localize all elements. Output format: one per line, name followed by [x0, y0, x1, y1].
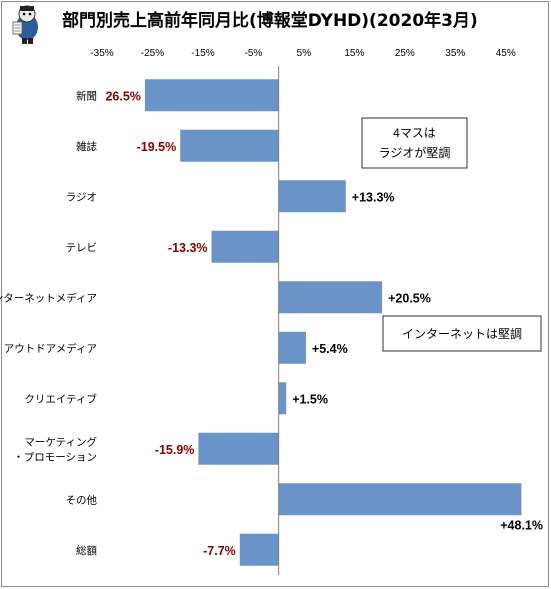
data-label: +20.5%: [388, 291, 431, 305]
bar: [180, 129, 279, 162]
bars: [144, 79, 522, 566]
x-tick-label: 15%: [344, 48, 364, 59]
category-label: インターネットメディア: [0, 291, 97, 304]
category-label: テレビ: [66, 242, 98, 254]
annotation-box-4mass: 4マスは ラジオが堅調: [361, 117, 468, 169]
x-tick-label: -5%: [245, 48, 263, 59]
x-tick-label: -35%: [90, 48, 113, 59]
data-label: 26.5%: [105, 89, 140, 103]
bar: [278, 483, 522, 516]
data-label: -13.3%: [168, 241, 208, 255]
x-tick-label: 45%: [496, 48, 516, 59]
x-axis-ticks: -35% -25% -15% -5% 5% 15% 25% 35% 45%: [90, 48, 516, 59]
x-tick-label: -15%: [191, 48, 214, 59]
data-label: +1.5%: [292, 392, 328, 406]
data-labels: 26.5% -19.5% +13.3% -13.3% +20.5% +5.4% +1.5% -…: [105, 89, 543, 558]
x-tick-label: 5%: [297, 48, 312, 59]
data-label: -15.9%: [155, 443, 195, 457]
category-label: 総額: [76, 544, 97, 557]
bar: [239, 533, 279, 566]
bar: [278, 281, 383, 314]
data-label: +13.3%: [352, 190, 395, 204]
chart-title: 部門別売上高前年同月比(博報堂DYHD)(2020年3月): [62, 10, 478, 31]
bar: [278, 382, 287, 415]
category-labels: 新聞雑誌ラジオテレビインターネットメディアアウトドアメディアクリエイティブマーケ…: [0, 89, 97, 557]
category-label: ・プロモーション: [13, 451, 97, 463]
bar: [211, 230, 279, 263]
category-label: クリエイティブ: [24, 392, 97, 405]
category-label: マーケティング: [24, 435, 97, 448]
bar: [278, 180, 346, 213]
x-tick-label: 35%: [445, 48, 465, 59]
bar: [198, 432, 279, 465]
category-label: 雑誌: [76, 140, 97, 153]
annotation-4mass-line1: 4マスは: [393, 126, 436, 140]
x-tick-label: -25%: [141, 48, 164, 59]
category-label: 新聞: [76, 89, 97, 102]
data-label: -7.7%: [203, 544, 236, 558]
data-label: +48.1%: [500, 518, 543, 532]
data-label: -19.5%: [137, 140, 177, 154]
annotation-4mass-line2: ラジオが堅調: [379, 145, 451, 160]
category-label: その他: [66, 493, 98, 506]
bar: [278, 331, 306, 364]
x-tick-label: 25%: [395, 48, 415, 59]
annotation-internet-line1: インターネットは堅調: [402, 327, 522, 341]
bar: [144, 79, 279, 112]
annotation-box-internet: インターネットは堅調: [382, 315, 542, 352]
mascot-logo-icon: [12, 5, 38, 44]
category-label: ラジオ: [66, 191, 97, 203]
data-label: +5.4%: [312, 342, 348, 356]
category-label: アウトドアメディア: [4, 342, 97, 355]
